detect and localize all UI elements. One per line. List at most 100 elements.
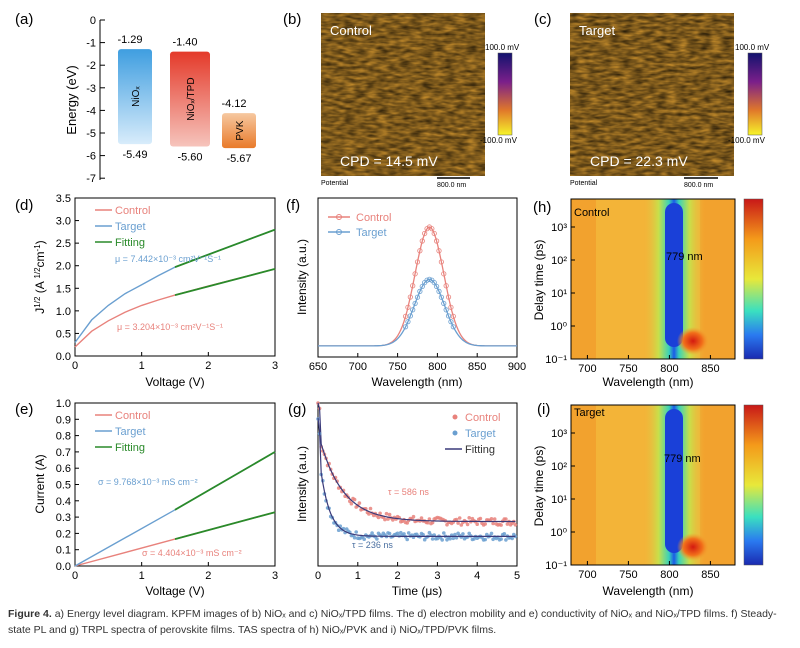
x-tick-label: 700 — [578, 363, 596, 375]
y-tick-label: 1.5 — [56, 283, 71, 295]
trpl-point-target — [499, 537, 503, 541]
x-axis-label: Wavelength (nm) — [372, 375, 463, 389]
x-axis-label: Time (μs) — [392, 584, 442, 598]
plot-frame — [570, 404, 736, 566]
pl-point-control — [448, 304, 454, 310]
panel-label: (h) — [533, 199, 551, 216]
plot-frame — [317, 402, 518, 567]
conductivity-control: σ = 4.404×10⁻³ mS cm⁻² — [142, 548, 242, 558]
trpl-point-control — [492, 517, 497, 521]
legend-fitting: Fitting — [115, 442, 145, 454]
trpl-point-control — [419, 516, 424, 520]
trpl-point-target — [395, 531, 400, 536]
x-tick-label: 5 — [514, 570, 520, 582]
x-tick-label: 800 — [428, 361, 446, 373]
pl-curve-target — [318, 278, 517, 347]
pl-point-target — [405, 319, 411, 325]
axes: 700 750 800 850 10³ 10² 10¹ 10⁰ 10⁻¹ — [545, 428, 719, 581]
pl-point-control — [414, 259, 421, 265]
trpl-point-control — [383, 517, 387, 522]
x-tick-label: 850 — [468, 361, 486, 373]
pl-point-control — [429, 226, 435, 232]
trpl-point-target — [336, 528, 341, 532]
trpl-point-target — [387, 531, 392, 536]
pl-point-target — [450, 324, 456, 330]
x-tick-label: 0 — [72, 360, 78, 372]
pl-point-control — [436, 248, 442, 254]
x-tick-label: 800 — [660, 363, 678, 375]
series-fitting — [174, 511, 276, 540]
y-tick-label: 10⁰ — [550, 527, 567, 539]
series — [74, 451, 276, 567]
x-tick-label: 3 — [272, 360, 278, 372]
y-tick-label: 0 — [90, 15, 96, 27]
trpl-point-target — [502, 532, 507, 536]
x-tick-label: 700 — [349, 361, 367, 373]
y-axis-label: Intensity (a.u.) — [295, 239, 309, 315]
kpfm-name: Target — [579, 23, 616, 38]
y-tick-label: 0.0 — [56, 561, 71, 573]
y-axis-label: Current (A) — [33, 454, 47, 513]
block-name: NiOₓ — [131, 86, 142, 107]
panel-b: (b) Control CPD = 14.5 mV 100.0 mV -100.… — [283, 11, 520, 189]
trpl-point-control — [456, 521, 460, 525]
pl-point-target — [434, 283, 440, 290]
y-tick-label: 0.5 — [56, 480, 71, 492]
pl-point-target — [407, 313, 413, 319]
y-tick-label: -5 — [86, 128, 96, 140]
peak-annotation: 779 nm — [664, 453, 701, 465]
x-axis-label: Voltage (V) — [145, 584, 204, 598]
trpl-point-target — [489, 531, 494, 536]
y-tick-label: -1 — [86, 38, 96, 50]
trpl-point-control — [504, 517, 508, 521]
legend-target: Target — [356, 227, 387, 239]
y-axis-label: Energy (eV) — [64, 65, 79, 134]
trpl-point-control — [430, 520, 435, 525]
pl-point-target — [448, 319, 454, 325]
pl-point-target — [436, 288, 442, 294]
y-tick-label: 10³ — [551, 222, 567, 234]
peak-annotation: 779 nm — [666, 251, 703, 263]
pl-point-control — [422, 230, 428, 237]
pl-point-control — [419, 238, 425, 244]
series — [318, 224, 517, 347]
legend-target: Target — [465, 428, 496, 440]
y-tick-label: 0.7 — [56, 447, 71, 459]
trpl-point-control — [454, 517, 459, 522]
trpl-point-target — [461, 532, 465, 536]
y-tick-label: 0.3 — [56, 512, 71, 524]
trpl-point-target — [453, 532, 457, 537]
trpl-point-control — [457, 516, 462, 520]
y-tick-label: 0.1 — [56, 545, 71, 557]
legend-target: Target — [115, 426, 146, 438]
series-fitting — [174, 228, 276, 268]
block-bottom-label: -5.60 — [177, 152, 202, 164]
conductivity-target: σ = 9.768×10⁻³ mS cm⁻² — [98, 477, 198, 487]
pl-point-control — [407, 294, 413, 300]
colorbar — [497, 52, 513, 136]
pl-point-target — [417, 288, 423, 294]
y-tick-label: -4 — [86, 105, 96, 117]
x-tick-label: 2 — [395, 570, 401, 582]
pl-point-target — [402, 324, 409, 330]
x-tick-label: 1 — [355, 570, 361, 582]
colorbar — [743, 198, 764, 360]
y-tick-label: 2.5 — [56, 238, 71, 250]
trpl-point-control — [499, 523, 503, 527]
y-tick-label: 0.8 — [56, 431, 71, 443]
kpfm-texture — [321, 13, 485, 176]
x-axis-label: Voltage (V) — [145, 375, 204, 389]
legend-target: Target — [115, 221, 146, 233]
y-tick-label: 0.4 — [56, 496, 71, 508]
trpl-point-control — [386, 517, 390, 521]
trpl-point-control — [376, 515, 381, 520]
y-tick-label: 10⁻¹ — [545, 354, 567, 366]
x-tick-label: 1 — [139, 360, 145, 372]
trpl-point-control — [426, 520, 430, 525]
kpfm-texture — [570, 13, 734, 176]
y-tick-label: -6 — [86, 151, 96, 163]
series — [74, 228, 276, 348]
trpl-point-control — [357, 501, 362, 505]
y-tick-label: 0.6 — [56, 463, 71, 475]
